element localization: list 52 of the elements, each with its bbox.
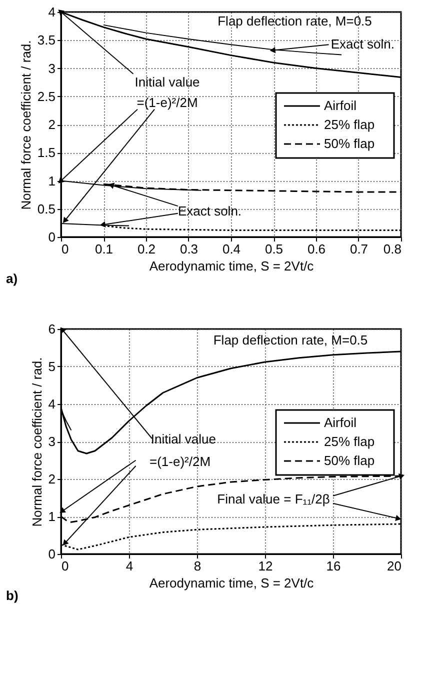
- legend-label: Airfoil: [324, 98, 357, 113]
- y-tick-label: 4: [48, 396, 56, 412]
- legend-label: 50% flap: [324, 453, 375, 468]
- x-tick-label: 0.3: [180, 242, 198, 256]
- y-tick-label: 5: [48, 359, 56, 374]
- annotation: =(1-e)²/2M: [136, 95, 198, 110]
- annotation: Initial value: [150, 432, 216, 447]
- annotation: Flap deflection rate, M=0.5: [213, 332, 368, 348]
- y-tick-label: 4: [48, 4, 56, 20]
- annotation: Initial value: [134, 74, 200, 90]
- y-tick-label: 1: [48, 509, 56, 524]
- x-tick-label: 0: [62, 242, 69, 256]
- y-tick-label: 0.5: [37, 201, 56, 216]
- x-tick-label: 20: [387, 558, 402, 574]
- legend-label: 25% flap: [324, 434, 375, 449]
- x-tick-label: 12: [258, 558, 273, 574]
- annotation: =(1-e)²/2M: [149, 454, 211, 470]
- annotation: Exact soln.: [178, 204, 242, 219]
- y-axis-title: Normal force coefficient / rad.: [18, 40, 34, 210]
- legend-label: 25% flap: [324, 117, 375, 132]
- x-tick-label: 0.5: [264, 242, 284, 256]
- x-tick-label: 4: [126, 558, 134, 574]
- y-tick-label: 1.5: [37, 145, 56, 160]
- annotation: Final value = F₁₁/2β: [217, 492, 330, 507]
- x-tick-label: 0.7: [350, 242, 368, 256]
- x-axis-title: Aerodynamic time, S = 2Vt/c: [149, 576, 314, 590]
- y-tick-label: 3.5: [37, 32, 56, 48]
- x-tick-label: 0.4: [222, 242, 241, 256]
- annotation: Flap deflection rate, M=0.5: [218, 14, 372, 29]
- x-tick-label: 0.6: [307, 242, 326, 256]
- legend-label: 50% flap: [324, 136, 375, 151]
- annotation: Exact soln.: [330, 36, 394, 52]
- y-tick-label: 6: [48, 322, 56, 336]
- text: b): [6, 588, 18, 603]
- y-tick-label: 3: [48, 60, 56, 76]
- y-tick-label: 1: [48, 173, 56, 188]
- x-tick-label: 0.8: [383, 242, 402, 256]
- x-tick-label: 16: [326, 558, 341, 574]
- legend-label: Airfoil: [324, 415, 357, 430]
- x-tick-label: 0: [62, 558, 69, 574]
- y-axis-title: Normal force coefficient / rad.: [29, 357, 44, 527]
- y-tick-label: 0: [48, 546, 56, 562]
- y-tick-label: 2.5: [37, 88, 56, 104]
- y-tick-label: 3: [48, 434, 56, 449]
- y-tick-label: 2: [48, 472, 56, 486]
- x-tick-label: 8: [194, 558, 202, 574]
- x-tick-label: 0.2: [137, 242, 156, 256]
- y-tick-label: 0: [48, 230, 56, 244]
- x-axis-title: Aerodynamic time, S = 2Vt/c: [149, 258, 314, 274]
- text: a): [6, 271, 18, 286]
- x-tick-label: 0.1: [94, 242, 114, 256]
- y-tick-label: 2: [48, 117, 56, 132]
